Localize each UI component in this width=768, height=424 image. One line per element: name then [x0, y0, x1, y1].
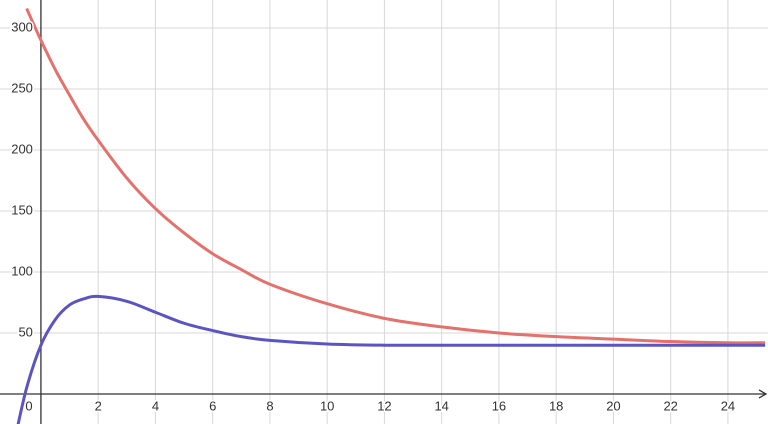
x-tick-label: 16	[492, 398, 506, 413]
y-tick-label: 100	[11, 263, 33, 278]
x-tick-label: 20	[606, 398, 620, 413]
y-tick-label: 50	[18, 324, 32, 339]
x-tick-label: 18	[549, 398, 563, 413]
x-tick-label: 4	[152, 398, 159, 413]
series-line	[16, 294, 766, 424]
x-tick-label: 8	[266, 398, 273, 413]
y-tick-label: 250	[11, 80, 33, 95]
y-tick-label: 300	[11, 19, 33, 34]
x-tick-label: 22	[663, 398, 677, 413]
y-tick-label: 200	[11, 141, 33, 156]
plot	[16, 7, 766, 424]
x-tick-label: 12	[377, 398, 391, 413]
x-tick-label: 2	[95, 398, 102, 413]
x-tick-label: 6	[209, 398, 216, 413]
x-tick-label: 14	[434, 398, 448, 413]
x-tick-label: 0	[25, 398, 32, 413]
y-tick-label: 150	[11, 202, 33, 217]
series-line	[25, 7, 766, 345]
x-tick-label: 10	[320, 398, 334, 413]
x-tick-label: 24	[721, 398, 735, 413]
